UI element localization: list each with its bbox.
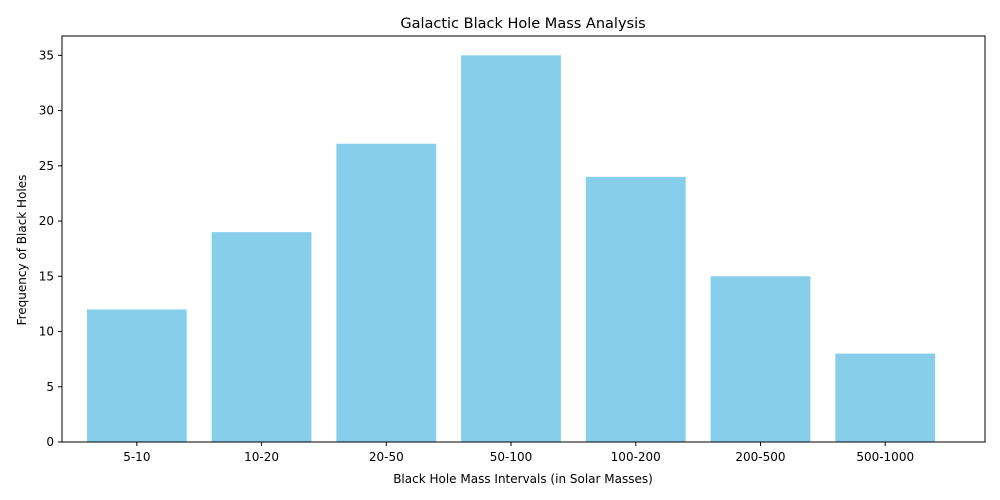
y-tick-label: 25 — [39, 159, 54, 173]
bar-5-10 — [86, 309, 187, 442]
x-tick-label: 20-50 — [369, 450, 404, 464]
x-tick-label: 5-10 — [123, 450, 150, 464]
y-tick-label: 10 — [39, 325, 54, 339]
bar-20-50 — [336, 143, 437, 442]
y-tick-label: 0 — [46, 435, 54, 449]
bar-10-20 — [211, 232, 312, 442]
x-tick-label: 10-20 — [244, 450, 279, 464]
y-axis-ticks: 0 5 10 15 20 25 30 35 — [39, 48, 62, 449]
bar-200-500 — [710, 276, 811, 442]
plot-frame — [61, 35, 986, 443]
y-tick-label: 5 — [46, 380, 54, 394]
x-axis-ticks: 5-10 10-20 20-50 50-100 100-200 200-500 500-10… — [123, 442, 914, 464]
y-tick-label: 35 — [39, 48, 54, 62]
x-tick-label: 50-100 — [490, 450, 533, 464]
bars-layer — [86, 55, 936, 442]
x-tick-label: 100-200 — [611, 450, 661, 464]
y-tick-label: 15 — [39, 269, 54, 283]
y-tick-label: 20 — [39, 214, 54, 228]
bar-100-200 — [585, 176, 686, 442]
x-tick-label: 500-1000 — [856, 450, 914, 464]
chart-title: Galactic Black Hole Mass Analysis — [400, 16, 645, 32]
y-axis-label: Frequency of Black Holes — [15, 175, 29, 326]
x-axis-label: Black Hole Mass Intervals (in Solar Mass… — [393, 472, 653, 486]
y-tick-label: 30 — [39, 104, 54, 118]
x-tick-label: 200-500 — [735, 450, 785, 464]
bar-50-100 — [461, 55, 561, 442]
bar-500-1000 — [835, 353, 936, 442]
